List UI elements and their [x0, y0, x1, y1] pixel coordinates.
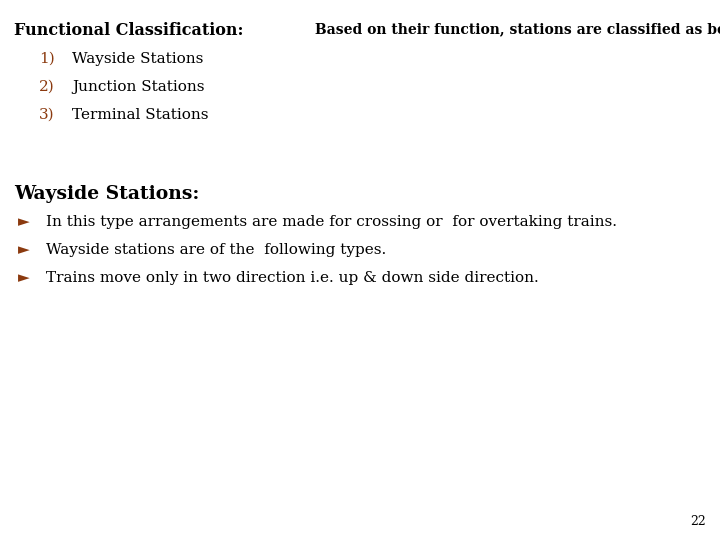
Text: Wayside Stations: Wayside Stations — [72, 52, 203, 66]
Text: Junction Stations: Junction Stations — [72, 80, 204, 94]
Text: ►: ► — [18, 271, 30, 285]
Text: ►: ► — [18, 243, 30, 257]
Text: Wayside stations are of the  following types.: Wayside stations are of the following ty… — [46, 243, 386, 257]
Text: Based on their function, stations are classified as below.: Based on their function, stations are cl… — [310, 22, 720, 36]
Text: 3): 3) — [40, 108, 55, 122]
Text: In this type arrangements are made for crossing or  for overtaking trains.: In this type arrangements are made for c… — [46, 215, 617, 229]
Text: Trains move only in two direction i.e. up & down side direction.: Trains move only in two direction i.e. u… — [46, 271, 539, 285]
Text: 22: 22 — [690, 515, 706, 528]
Text: 2): 2) — [40, 80, 55, 94]
Text: 1): 1) — [40, 52, 55, 66]
Text: Terminal Stations: Terminal Stations — [72, 108, 209, 122]
Text: ►: ► — [18, 215, 30, 229]
Text: Wayside Stations:: Wayside Stations: — [14, 185, 199, 203]
Text: Functional Classification:: Functional Classification: — [14, 22, 243, 39]
